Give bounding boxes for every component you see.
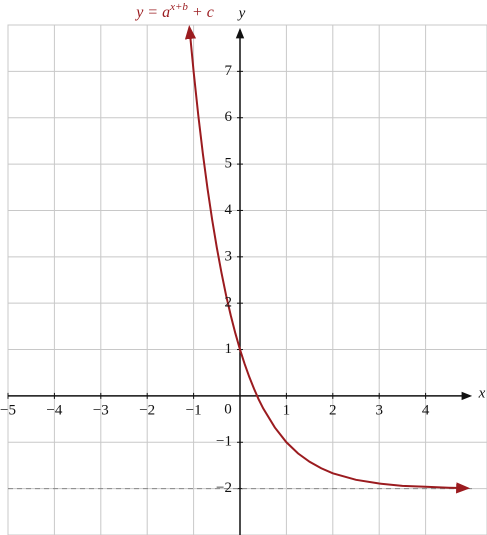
x-tick-label: −3	[93, 402, 109, 418]
x-tick-label: −1	[186, 402, 202, 418]
x-axis-label: x	[478, 385, 486, 401]
y-tick-label: 2	[225, 295, 233, 311]
x-tick-label: −5	[0, 402, 16, 418]
y-tick-label: 7	[225, 63, 233, 79]
y-tick-label: 3	[225, 248, 233, 264]
plot	[8, 24, 472, 494]
y-tick-label: −1	[216, 434, 232, 450]
x-tick-label: 4	[422, 402, 430, 418]
curve	[184, 24, 471, 494]
x-tick-label: 3	[375, 402, 383, 418]
origin-label: 0	[224, 401, 232, 417]
y-tick-label: 6	[225, 109, 233, 125]
y-tick-label: −2	[216, 480, 232, 496]
title-part: x+b	[169, 1, 188, 13]
x-tick-label: 1	[283, 402, 291, 418]
axes	[7, 27, 473, 535]
x-tick-label: −2	[139, 402, 155, 418]
grid-frame	[7, 24, 487, 535]
y-tick-label: 4	[225, 202, 233, 218]
y-tick-label: 1	[225, 341, 233, 357]
x-tick-label: 2	[329, 402, 337, 418]
y-axis-label: y	[237, 5, 246, 21]
chart-title: y = ax+b + c	[134, 1, 214, 21]
title-part: y = a	[134, 4, 170, 21]
y-tick-label: 5	[225, 156, 233, 172]
labels: −5 −4 −3 −2 −1 1 2 3 4 −2 −1 1 2 3 4 5 6 7 x y 0 y = ax+b + c	[0, 1, 486, 497]
x-tick-label: −4	[46, 402, 62, 418]
title-part: + c	[188, 4, 214, 21]
grid	[7, 24, 487, 535]
